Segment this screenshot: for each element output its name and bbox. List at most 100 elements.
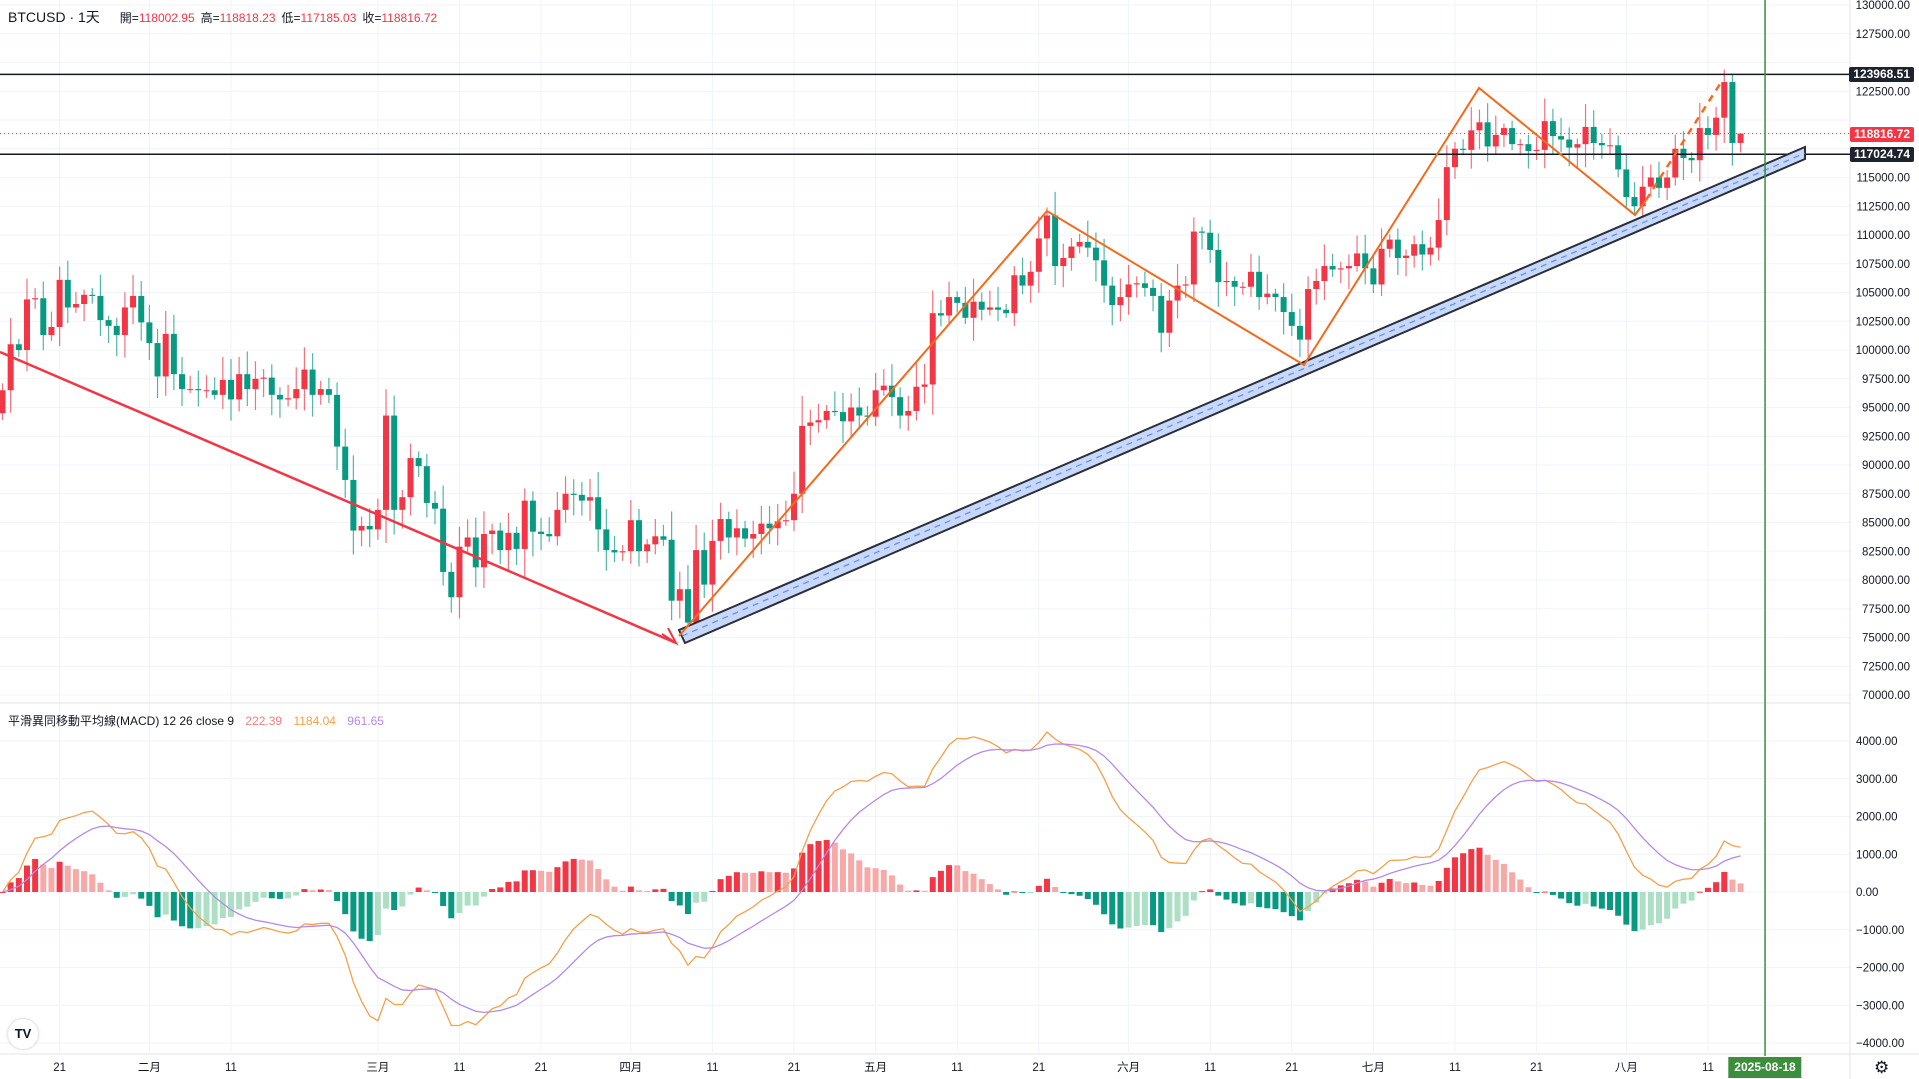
macd-histogram-bar: [750, 872, 757, 892]
candle-up: [1607, 145, 1614, 147]
gear-icon[interactable]: ⚙: [1874, 1058, 1890, 1077]
macd-histogram-bar: [342, 892, 349, 915]
macd-histogram-bar: [391, 892, 398, 911]
macd-histogram-bar: [7, 882, 14, 892]
macd-histogram-bar: [1680, 892, 1687, 904]
candle-up: [986, 307, 993, 310]
macd-histogram-bar: [236, 892, 243, 910]
macd-legend: 平滑異同移動平均線(MACD) 12 26 close 9 222.39 118…: [8, 712, 392, 729]
macd-histogram-bar: [1451, 857, 1458, 892]
arrow-head-icon: [661, 627, 679, 646]
candle-up: [1696, 128, 1703, 161]
candle-down: [179, 374, 186, 390]
macd-histogram-bar: [570, 858, 577, 892]
candle-up: [1166, 300, 1173, 333]
candle-down: [15, 344, 22, 350]
macd-histogram-bar: [374, 892, 381, 936]
candle-down: [97, 295, 104, 321]
macd-histogram-bar: [1215, 892, 1222, 896]
tradingview-logo[interactable]: TV: [8, 1019, 38, 1049]
macd-histogram-bar: [1688, 892, 1695, 901]
macd-histogram-bar: [1566, 892, 1573, 904]
candle-up: [1639, 186, 1646, 207]
candle-up: [285, 398, 292, 400]
symbol-title[interactable]: BTCUSD · 1天: [8, 9, 100, 25]
candle-down: [497, 530, 504, 551]
candle-up: [1468, 130, 1475, 150]
time-axis-label: 六月: [1117, 1061, 1140, 1074]
macd-histogram-bar: [1362, 881, 1369, 892]
candle-down: [635, 520, 642, 552]
candle-down: [89, 294, 96, 296]
macd-histogram-bar: [1403, 883, 1410, 892]
time-axis-label: 五月: [864, 1062, 887, 1074]
macd-histogram-bar: [40, 864, 47, 892]
macd-histogram-bar: [587, 860, 594, 892]
macd-histogram-bar: [97, 882, 104, 892]
candle-up: [872, 390, 879, 417]
candle-down: [1549, 121, 1556, 137]
candle-down: [937, 313, 944, 316]
price-axis-label: 105000.00: [1856, 288, 1910, 300]
candle-up: [374, 509, 381, 530]
macd-histogram-bar: [1272, 892, 1279, 910]
candle-up: [1517, 144, 1524, 146]
candle-up: [521, 500, 528, 549]
candle-down: [391, 415, 398, 510]
candle-up: [1378, 248, 1385, 285]
macd-histogram-bar: [1288, 892, 1295, 917]
candle-up: [187, 389, 194, 391]
macd-histogram-bar: [839, 849, 846, 892]
candle-up: [317, 389, 324, 395]
macd-histogram-bar: [285, 892, 292, 899]
resistance-price-tag: 123968.51: [1849, 67, 1914, 82]
macd-histogram-bar: [1199, 891, 1206, 893]
candle-down: [211, 390, 218, 395]
candle-down: [1280, 297, 1287, 313]
macd-histogram-bar: [32, 858, 39, 892]
candle-down: [1296, 325, 1303, 340]
candle-down: [1566, 139, 1573, 148]
macd-histogram-bar: [334, 892, 341, 902]
candle-up: [717, 519, 724, 541]
macd-histogram-bar: [1631, 892, 1638, 932]
candle-up: [1664, 177, 1671, 188]
macd-histogram-bar: [872, 868, 879, 892]
macd-histogram-bar: [464, 892, 471, 906]
candle-up: [48, 327, 55, 336]
candle-down: [1419, 244, 1426, 255]
candle-down: [1141, 283, 1148, 288]
macd-histogram-bar: [888, 875, 895, 892]
candle-up: [1027, 271, 1034, 286]
macd-histogram-bar: [162, 892, 169, 915]
macd-histogram-bar: [1394, 881, 1401, 892]
price-axis-label: 72500.00: [1862, 661, 1910, 673]
candle-down: [415, 458, 422, 467]
zigzag-pattern: [678, 86, 1647, 637]
candle-up: [1574, 144, 1581, 148]
macd-histogram-bar: [823, 839, 830, 892]
candle-up: [1337, 268, 1344, 270]
candle-down: [578, 494, 585, 501]
price-axis-label: 80000.00: [1862, 575, 1910, 587]
macd-histogram-bar: [1060, 892, 1067, 893]
candle-up: [1476, 122, 1483, 131]
candle-down: [725, 519, 732, 538]
macd-histogram-bar: [1500, 863, 1507, 892]
candle-down: [244, 374, 251, 390]
candle-up: [1313, 281, 1320, 290]
macd-histogram-bar: [1101, 892, 1108, 915]
macd-histogram-bar: [1092, 892, 1099, 905]
price-axis-label: 127500.00: [1856, 29, 1910, 41]
macd-histogram-bar: [913, 890, 920, 892]
macd-histogram-bar: [1141, 892, 1148, 925]
candle-up: [1427, 247, 1434, 255]
candle-up: [130, 295, 137, 308]
candle-down: [1590, 126, 1597, 143]
macd-histogram-bar: [113, 892, 120, 898]
macd-title[interactable]: 平滑異同移動平均線(MACD) 12 26 close 9: [8, 714, 235, 728]
candle-down: [105, 320, 112, 326]
macd-histogram-bar: [1484, 854, 1491, 892]
macd-histogram-bar: [1068, 892, 1075, 895]
